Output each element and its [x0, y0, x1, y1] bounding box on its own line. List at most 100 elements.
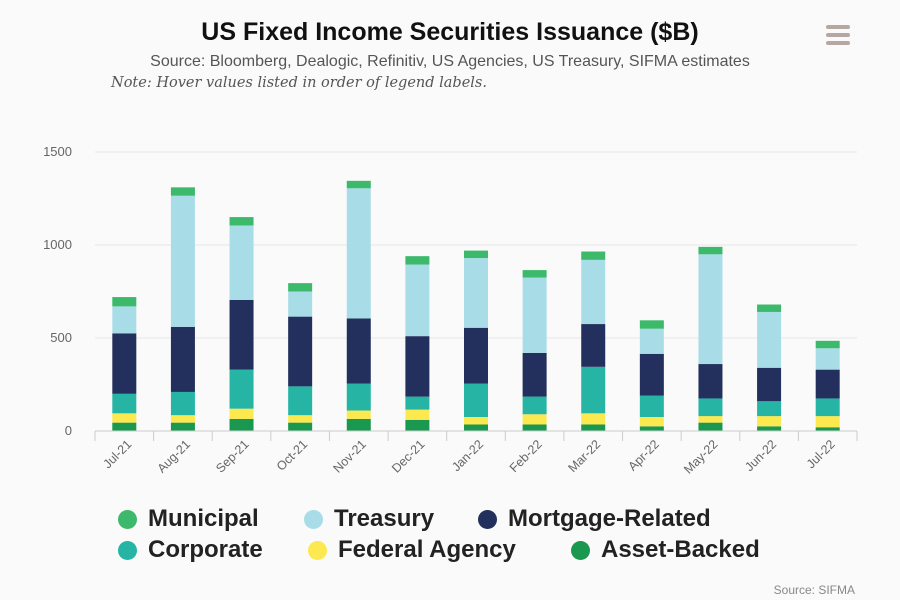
bar-segment: [698, 254, 723, 365]
bar-segment: [170, 391, 195, 416]
x-tick-label: Oct-21: [274, 437, 310, 473]
bar-segment: [170, 415, 195, 423]
bar-segment: [170, 422, 195, 431]
bar-segment: [522, 270, 547, 278]
bar-segment: [815, 340, 840, 349]
bar-segment: [288, 283, 313, 292]
bar-segment: [522, 396, 547, 415]
bar-segment: [288, 291, 313, 317]
x-tick-label: Jul-21: [100, 437, 134, 471]
bar-segment: [229, 225, 254, 300]
bar-segment: [405, 409, 430, 420]
legend-item-federal-agency[interactable]: Federal Agency: [308, 536, 516, 564]
legend-label-municipal: Municipal: [148, 505, 259, 532]
x-tick-label: Mar-22: [565, 437, 603, 475]
legend-item-municipal[interactable]: Municipal: [118, 505, 259, 533]
x-tick-label: Feb-22: [507, 437, 545, 475]
legend-label-corporate: Corporate: [148, 536, 263, 563]
bar-segment: [346, 180, 371, 189]
bar-segment: [757, 367, 782, 402]
x-tick-label: May-22: [681, 437, 720, 476]
bar-segment: [170, 195, 195, 327]
x-tick-label: Jun-22: [742, 437, 779, 474]
bar-segment: [757, 311, 782, 368]
bar-segment: [581, 424, 606, 431]
legend-item-treasury[interactable]: Treasury: [304, 505, 434, 533]
bar-segment: [112, 422, 137, 431]
bar-segment: [698, 416, 723, 423]
bar-segment: [581, 413, 606, 425]
bar-segment: [346, 318, 371, 384]
bar-segment: [698, 364, 723, 399]
legend-dot-corporate: [118, 540, 137, 560]
x-tick-label: Apr-22: [626, 437, 662, 473]
bar-segment: [288, 415, 313, 423]
legend-item-asset-backed[interactable]: Asset-Backed: [571, 536, 760, 564]
bar-segment: [405, 396, 430, 410]
bar-segment: [288, 422, 313, 431]
bar-segment: [112, 297, 137, 307]
bar-segment: [346, 383, 371, 411]
bar-segment: [639, 426, 664, 431]
bar-segment: [112, 333, 137, 394]
hamburger-menu-icon[interactable]: [823, 22, 853, 48]
bar-segment: [815, 348, 840, 370]
bar-segment: [112, 306, 137, 334]
x-tick-label: Dec-21: [389, 437, 427, 475]
bar-segment: [698, 246, 723, 255]
bar-segment: [464, 258, 488, 328]
bar-segment: [464, 327, 488, 384]
x-tick-label: Jan-22: [449, 437, 486, 474]
legend-dot-mortgage-related: [478, 509, 497, 529]
bar-segment: [815, 398, 840, 417]
legend-item-mortgage-related[interactable]: Mortgage-Related: [478, 505, 711, 533]
legend-dot-municipal: [118, 509, 137, 529]
chart-note: Note: Hover values listed in order of le…: [111, 75, 487, 91]
legend-label-federal-agency: Federal Agency: [338, 536, 516, 563]
bar-segment: [639, 328, 664, 354]
legend-label-mortgage-related: Mortgage-Related: [508, 505, 711, 532]
bar-segment: [112, 393, 137, 414]
bar-segment: [346, 418, 371, 431]
bar-segment: [698, 422, 723, 431]
bar-segment: [757, 401, 782, 417]
bar-segment: [581, 366, 606, 414]
legend-dot-federal-agency: [308, 540, 327, 560]
bar-segment: [229, 369, 254, 409]
bar-segment: [288, 316, 313, 387]
bar-segment: [815, 369, 840, 399]
bar-segment: [229, 217, 254, 226]
chart-subtitle: Source: Bloomberg, Dealogic, Refinitiv, …: [150, 53, 750, 70]
bar-segment: [405, 336, 430, 397]
legend-dot-asset-backed: [571, 540, 590, 560]
bar-segment: [405, 419, 430, 431]
bar-segment: [815, 427, 840, 431]
bar-segment: [346, 188, 371, 319]
bar-segment: [229, 299, 254, 370]
x-tick-label: Jul-22: [804, 437, 838, 471]
bar-segment: [639, 417, 664, 427]
legend-label-asset-backed: Asset-Backed: [601, 536, 760, 563]
bar-segment: [464, 417, 488, 425]
bar-segment: [170, 326, 195, 392]
y-tick-label: 1500: [43, 144, 72, 159]
bar-segment: [815, 416, 840, 428]
bar-segment: [581, 259, 606, 325]
bar-segment: [522, 414, 547, 425]
bar-segment: [522, 352, 547, 397]
bar-segment: [170, 187, 195, 196]
legend-item-corporate[interactable]: Corporate: [118, 536, 263, 564]
bar-segment: [464, 383, 488, 418]
bar-segment: [639, 353, 664, 396]
legend-dot-treasury: [304, 509, 323, 529]
y-tick-label: 500: [50, 330, 72, 345]
bar-segment: [464, 250, 488, 259]
bar-segment: [757, 304, 782, 312]
legend-label-treasury: Treasury: [334, 505, 435, 532]
bar-segment: [229, 418, 254, 431]
bar-segment: [757, 416, 782, 427]
bar-segment: [581, 324, 606, 367]
x-tick-label: Sep-21: [213, 437, 251, 475]
bar-segment: [581, 251, 606, 260]
bar-segment: [405, 264, 430, 337]
